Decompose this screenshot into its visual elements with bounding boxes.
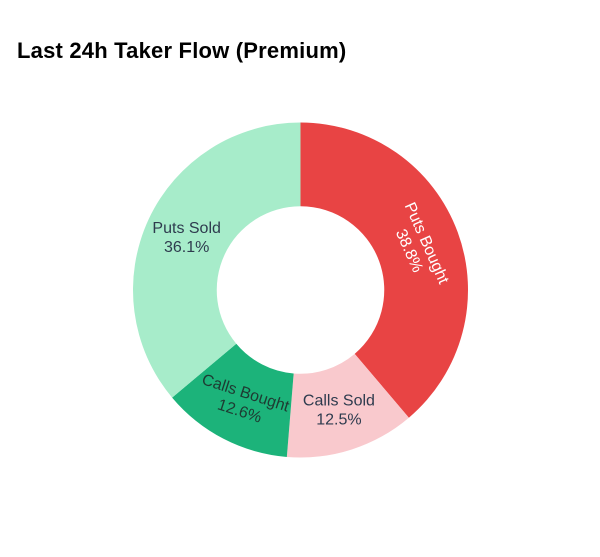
slice-label-puts-sold: Puts Sold 36.1% xyxy=(152,220,220,256)
pie-slice-calls-bought[interactable] xyxy=(172,343,294,457)
slice-label-calls-sold: Calls Sold 12.5% xyxy=(303,393,375,429)
pie-slice-puts-sold[interactable] xyxy=(132,122,301,398)
pie-slice-puts-bought[interactable] xyxy=(300,122,468,418)
chart-title: Last 24h Taker Flow (Premium) xyxy=(17,38,347,63)
pie-slice-calls-sold[interactable] xyxy=(286,353,409,458)
